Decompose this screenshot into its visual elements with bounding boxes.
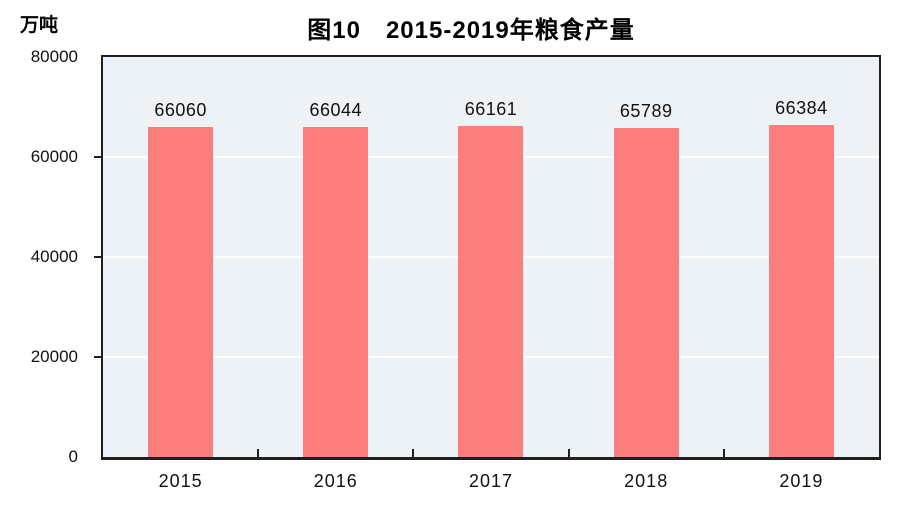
bar-value-label: 66060	[154, 99, 207, 120]
bar	[458, 126, 524, 457]
y-tick-label: 40000	[30, 247, 78, 266]
y-axis-tick	[94, 356, 103, 358]
bar-value-label: 66384	[775, 98, 828, 119]
y-axis-unit-label: 万吨	[20, 15, 59, 36]
bar-slot: 65789	[569, 57, 724, 457]
x-axis-tick	[257, 449, 260, 457]
bar-slot: 66161	[413, 57, 568, 457]
bar-slot: 66044	[258, 57, 413, 457]
y-axis-tick	[94, 156, 103, 158]
bar-value-label: 66044	[309, 99, 363, 120]
bar	[613, 128, 679, 457]
x-tick-label: 2018	[624, 471, 669, 491]
x-tick-label: 2016	[313, 471, 358, 491]
x-tick-label: 2019	[779, 471, 824, 491]
bar-slot: 66060	[103, 57, 258, 457]
y-tick-label: 80000	[30, 47, 78, 66]
chart-title: 图10 2015-2019年粮食产量	[307, 17, 635, 44]
plot-area: 66060 66044 66161 65789 66384	[101, 55, 881, 460]
y-tick-label: 20000	[30, 347, 78, 366]
x-tick-label: 2017	[468, 471, 513, 491]
x-axis-tick	[722, 449, 725, 457]
bar-value-label: 65789	[619, 101, 673, 122]
bar-slot: 66384	[724, 57, 879, 457]
x-tick-label: 2015	[158, 471, 203, 491]
bar	[768, 125, 834, 457]
y-axis-tick	[94, 256, 103, 258]
y-tick-label: 60000	[30, 147, 78, 166]
x-axis-tick	[412, 449, 415, 457]
x-axis-tick	[567, 449, 570, 457]
bar	[303, 126, 369, 457]
y-tick-label: 0	[68, 447, 78, 466]
bar	[148, 126, 214, 457]
bar-value-label: 66161	[464, 99, 518, 120]
